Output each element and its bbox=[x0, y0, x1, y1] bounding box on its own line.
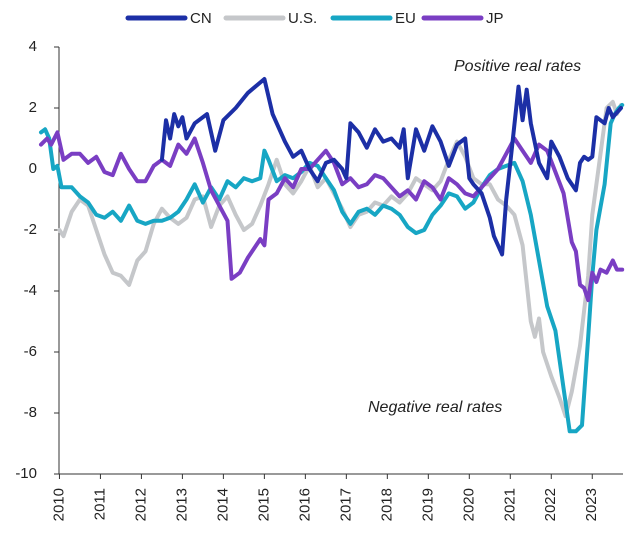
x-tick-label: 2023 bbox=[583, 488, 600, 521]
x-tick-label: 2014 bbox=[214, 488, 231, 521]
x-tick-label: 2022 bbox=[542, 488, 559, 521]
y-tick-label: 2 bbox=[29, 99, 37, 116]
x-tick-label: 2017 bbox=[337, 488, 354, 521]
legend-label: U.S. bbox=[288, 10, 317, 27]
x-tick-label: 2018 bbox=[378, 488, 395, 521]
x-tick-label: 2019 bbox=[419, 488, 436, 521]
y-tick-label: -8 bbox=[24, 404, 37, 421]
legend-label: EU bbox=[395, 10, 416, 27]
series-line bbox=[159, 77, 623, 257]
x-tick-label: 2010 bbox=[50, 488, 67, 521]
x-tick-label: 2011 bbox=[91, 488, 108, 520]
x-tick-label: 2013 bbox=[173, 488, 190, 521]
series-line bbox=[39, 103, 625, 434]
x-tick-label: 2016 bbox=[296, 488, 313, 521]
annotation: Negative real rates bbox=[368, 399, 502, 416]
y-tick-label: -2 bbox=[24, 221, 37, 238]
y-tick-label: -10 bbox=[15, 465, 37, 482]
legend-label: CN bbox=[190, 10, 212, 27]
y-tick-label: -4 bbox=[24, 282, 37, 299]
series-line bbox=[39, 130, 625, 303]
y-tick-label: -6 bbox=[24, 343, 37, 360]
x-tick-label: 2021 bbox=[501, 488, 518, 521]
y-tick-label: 0 bbox=[29, 160, 37, 177]
x-tick-label: 2015 bbox=[255, 488, 272, 521]
x-tick-label: 2020 bbox=[460, 488, 477, 521]
x-tick-label: 2012 bbox=[132, 488, 149, 521]
y-tick-label: 4 bbox=[29, 38, 37, 55]
annotation: Positive real rates bbox=[454, 58, 581, 75]
legend-label: JP bbox=[486, 10, 504, 27]
